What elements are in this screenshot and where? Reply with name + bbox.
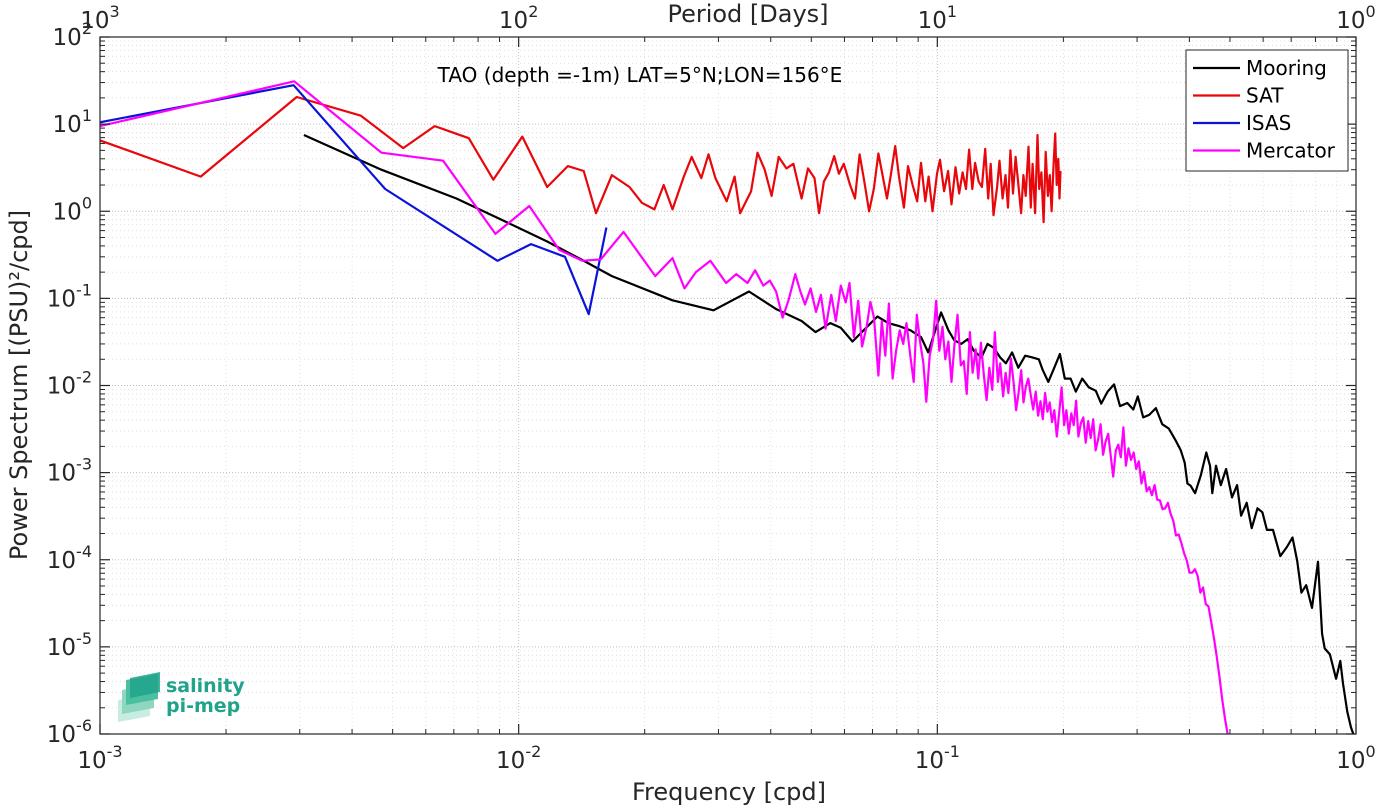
logo-line2: pi-mep	[166, 695, 240, 717]
series-line-isas	[100, 84, 608, 316]
legend-label-mercator: Mercator	[1246, 139, 1336, 163]
y-tick-label: 100	[53, 193, 92, 225]
series-layer	[100, 80, 1355, 734]
y-tick-label: 10-3	[47, 455, 92, 487]
legend-label-mooring: Mooring	[1246, 56, 1327, 80]
y-tick-label: 10-4	[47, 542, 92, 574]
x-tick-label: 10-2	[496, 742, 541, 774]
top-tick-label: 103	[80, 2, 119, 34]
legend-label-sat: SAT	[1246, 84, 1284, 108]
x-axis-label: Frequency [cpd]	[632, 778, 826, 806]
top-tick-label: 100	[1336, 2, 1375, 34]
y-tick-label: 10-1	[47, 280, 92, 312]
x-tick-label: 100	[1336, 742, 1375, 774]
y-tick-label: 10-5	[47, 629, 92, 661]
logo-line1: salinity	[166, 675, 245, 697]
top-tick-label: 102	[499, 2, 538, 34]
y-tick-label: 10-2	[47, 368, 92, 400]
chart-title: TAO (depth =-1m) LAT=5°N;LON=156°E	[437, 63, 843, 87]
grid-lines	[99, 36, 1357, 735]
y-axis-label: Power Spectrum [(PSU)²/cpd]	[5, 210, 33, 560]
logo-mark	[118, 672, 160, 722]
series-line-mercator	[100, 80, 1229, 734]
salinity-pi-mep-logo: salinity pi-mep	[118, 672, 245, 722]
top-axis-label: Period [Days]	[667, 0, 828, 28]
y-tick-label: 101	[53, 106, 92, 138]
y-tick-label: 102	[53, 19, 92, 51]
x-tick-label: 10-3	[77, 742, 122, 774]
series-line-sat	[100, 95, 1062, 224]
legend: Mooring SAT ISAS Mercator	[1185, 49, 1349, 172]
x-tick-label: 10-1	[915, 742, 960, 774]
legend-label-isas: ISAS	[1246, 111, 1291, 135]
top-tick-label: 101	[918, 2, 957, 34]
y-tick-label: 10-6	[47, 716, 92, 748]
